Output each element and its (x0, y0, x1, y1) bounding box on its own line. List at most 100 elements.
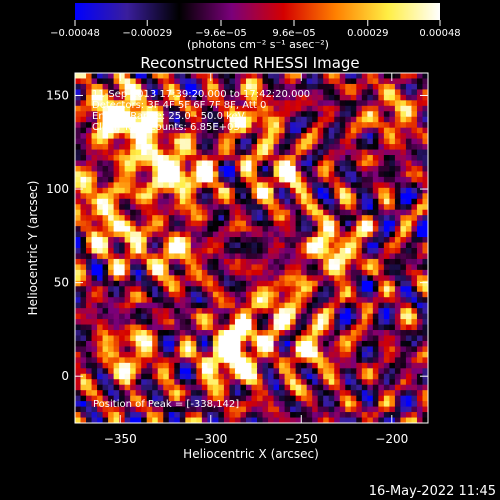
heatmap-cell (389, 264, 396, 271)
heatmap-cell (179, 193, 186, 200)
heatmap-cell (108, 83, 115, 91)
heatmap-cell (405, 165, 413, 173)
heatmap-cell (350, 215, 357, 222)
heatmap-cell (174, 165, 181, 173)
heatmap-cell (229, 231, 236, 238)
heatmap-cell (262, 116, 269, 123)
heatmap-cell (372, 78, 379, 85)
heatmap-cell (113, 160, 120, 167)
heatmap-cell (328, 193, 335, 200)
heatmap-cell (240, 308, 247, 315)
heatmap-cell (356, 286, 363, 293)
heatmap-cell (207, 182, 214, 189)
heatmap-cell (284, 357, 291, 364)
heatmap-cell (317, 73, 324, 80)
heatmap-cell (168, 204, 175, 211)
heatmap-cell (301, 89, 308, 96)
heatmap-cell (350, 144, 357, 151)
heatmap-cell (372, 253, 379, 260)
heatmap-cell (141, 286, 148, 293)
heatmap-cell (389, 286, 396, 293)
heatmap-cell (405, 187, 413, 194)
heatmap-cell (185, 412, 192, 419)
heatmap-cell (86, 155, 93, 162)
heatmap-cell (416, 198, 424, 205)
heatmap-cell (422, 160, 428, 167)
heatmap-cell (416, 111, 424, 118)
heatmap-cell (295, 330, 302, 337)
heatmap-cell (422, 78, 428, 85)
heatmap-cell (234, 379, 242, 386)
heatmap-cell (190, 78, 197, 85)
heatmap-cell (405, 215, 413, 222)
heatmap-cell (80, 297, 87, 304)
heatmap-cell (334, 406, 341, 413)
heatmap-cell (323, 253, 330, 260)
heatmap-cell (301, 384, 308, 391)
heatmap-cell (367, 237, 374, 244)
heatmap-cell (312, 111, 319, 118)
heatmap-cell (416, 127, 424, 134)
heatmap-cell (317, 319, 324, 326)
heatmap-cell (361, 324, 368, 331)
heatmap-cell (273, 330, 280, 337)
heatmap-cell (207, 401, 214, 408)
heatmap-cell (411, 78, 418, 85)
heatmap-cell (174, 313, 181, 320)
heatmap-cell (174, 373, 181, 380)
heatmap-cell (400, 368, 407, 375)
heatmap-cell (185, 220, 192, 227)
heatmap-cell (411, 73, 418, 80)
heatmap-cell (383, 187, 390, 194)
heatmap-cell (394, 313, 402, 320)
heatmap-cell (245, 215, 253, 222)
heatmap-cell (317, 226, 324, 233)
heatmap-cell (218, 187, 225, 194)
heatmap-cell (91, 275, 98, 282)
heatmap-cell (229, 193, 236, 200)
heatmap-cell (190, 373, 197, 380)
heatmap-cell (108, 362, 115, 369)
heatmap-cell (229, 390, 236, 397)
heatmap-cell (279, 242, 286, 249)
heatmap-cell (245, 160, 253, 167)
heatmap-cell (207, 204, 214, 211)
heatmap-cell (284, 122, 291, 129)
heatmap-cell (411, 401, 418, 408)
heatmap-cell (378, 144, 385, 151)
heatmap-cell (268, 231, 275, 238)
heatmap-cell (163, 291, 170, 298)
heatmap-cell (405, 373, 413, 380)
heatmap-cell (361, 187, 368, 194)
heatmap-cell (218, 138, 225, 145)
heatmap-cell (119, 395, 126, 402)
heatmap-cell (361, 390, 368, 397)
heatmap-cell (146, 373, 153, 380)
heatmap-cell (257, 176, 264, 183)
heatmap-cell (185, 362, 192, 369)
heatmap-cell (119, 319, 126, 326)
heatmap-cell (306, 144, 313, 151)
heatmap-cell (306, 204, 313, 211)
heatmap-cell (284, 248, 291, 255)
heatmap-cell (372, 362, 379, 369)
heatmap-cell (75, 231, 82, 238)
heatmap-cell (361, 357, 368, 364)
heatmap-cell (130, 133, 137, 140)
heatmap-cell (262, 373, 269, 380)
heatmap-cell (234, 384, 242, 391)
heatmap-cell (75, 297, 82, 304)
heatmap-cell (416, 297, 424, 304)
heatmap-cell (389, 165, 396, 173)
heatmap-cell (323, 357, 330, 364)
heatmap-cell (378, 302, 385, 309)
heatmap-cell (113, 417, 120, 423)
heatmap-cell (405, 149, 413, 156)
heatmap-cell (257, 182, 264, 189)
heatmap-cell (356, 275, 363, 282)
heatmap-cell (80, 220, 87, 227)
heatmap-cell (290, 275, 297, 282)
heatmap-cell (416, 280, 424, 287)
heatmap-cell (97, 160, 104, 167)
heatmap-cell (130, 127, 137, 134)
